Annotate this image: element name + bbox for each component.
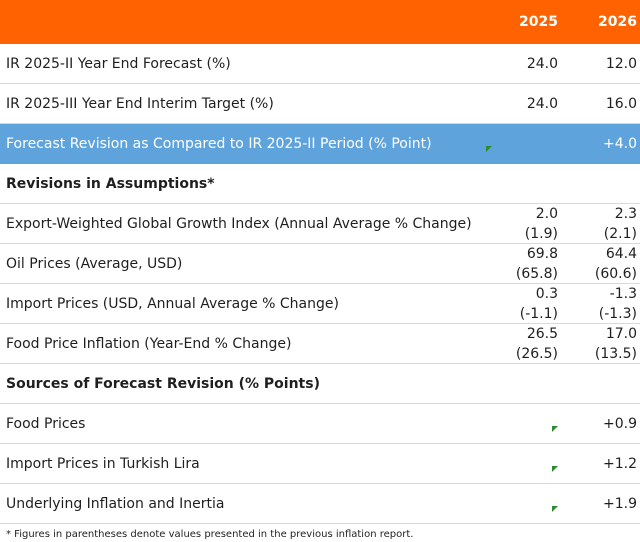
value-2025: 24.0	[526, 55, 558, 72]
table-row: Underlying Inflation and Inertia +1.9	[0, 484, 640, 524]
row-label: IR 2025-III Year End Interim Target (%)	[6, 95, 274, 112]
value-2025: 69.8 (65.8)	[484, 244, 564, 284]
previous-value: (-1.3)	[598, 305, 637, 322]
value-2025: 24.0	[526, 95, 558, 112]
previous-value: (65.8)	[515, 265, 558, 282]
current-value: 69.8	[526, 245, 558, 262]
value-2026: +1.2	[603, 455, 637, 472]
value-2026: +4.0	[603, 135, 637, 152]
current-value: 2.3	[614, 205, 637, 222]
table-header: 2025 2026	[0, 0, 640, 44]
previous-value: (-1.1)	[519, 305, 558, 322]
row-label: Oil Prices (Average, USD)	[6, 255, 183, 272]
section-title: Sources of Forecast Revision (% Points)	[6, 375, 320, 392]
value-2025: 2.0 (1.9)	[484, 204, 564, 244]
previous-value: (2.1)	[603, 225, 637, 242]
table-row: Import Prices in Turkish Lira +1.2	[0, 444, 640, 484]
value-2026: 17.0 (13.5)	[564, 324, 640, 364]
row-label: IR 2025-II Year End Forecast (%)	[6, 55, 231, 72]
row-label: Food Prices	[6, 415, 86, 432]
table-row: Export-Weighted Global Growth Index (Ann…	[0, 204, 640, 244]
value-2025: 0.3 (-1.1)	[484, 284, 564, 324]
header-year-2026: 2026	[598, 13, 637, 30]
row-label: Import Prices in Turkish Lira	[6, 455, 200, 472]
section-title: Revisions in Assumptions*	[6, 175, 215, 192]
table-row: IR 2025-III Year End Interim Target (%) …	[0, 84, 640, 124]
table-row: Import Prices (USD, Annual Average % Cha…	[0, 284, 640, 324]
value-2026: 2.3 (2.1)	[564, 204, 640, 244]
footnote: * Figures in parentheses denote values p…	[6, 529, 414, 540]
section-heading-sources: Sources of Forecast Revision (% Points)	[0, 364, 640, 404]
row-label: Export-Weighted Global Growth Index (Ann…	[6, 215, 472, 232]
table-row: Oil Prices (Average, USD) 69.8 (65.8) 64…	[0, 244, 640, 284]
flag-marker	[552, 425, 558, 432]
value-2026: 16.0	[605, 95, 637, 112]
table-row: IR 2025-II Year End Forecast (%) 24.0 12…	[0, 44, 640, 84]
current-value: -1.3	[609, 285, 637, 302]
previous-value: (13.5)	[594, 345, 637, 362]
current-value: 64.4	[605, 245, 637, 262]
previous-value: (60.6)	[594, 265, 637, 282]
flag-marker	[486, 145, 492, 152]
current-value: 2.0	[535, 205, 558, 222]
current-value: 0.3	[535, 285, 558, 302]
row-label: Import Prices (USD, Annual Average % Cha…	[6, 295, 339, 312]
value-2026: 12.0	[605, 55, 637, 72]
row-label: Forecast Revision as Compared to IR 2025…	[6, 135, 432, 152]
flag-marker	[552, 505, 558, 512]
row-label: Food Price Inflation (Year-End % Change)	[6, 335, 292, 352]
value-2026: +1.9	[603, 495, 637, 512]
current-value: 26.5	[526, 325, 558, 342]
value-2026: +0.9	[603, 415, 637, 432]
table-row: Food Price Inflation (Year-End % Change)…	[0, 324, 640, 364]
row-label: Underlying Inflation and Inertia	[6, 495, 225, 512]
flag-marker	[552, 465, 558, 472]
value-2026: 64.4 (60.6)	[564, 244, 640, 284]
table-row: Food Prices +0.9	[0, 404, 640, 444]
previous-value: (1.9)	[524, 225, 558, 242]
value-2025: 26.5 (26.5)	[484, 324, 564, 364]
header-year-2025: 2025	[519, 13, 558, 30]
revision-row: Forecast Revision as Compared to IR 2025…	[0, 124, 640, 164]
section-heading-assumptions: Revisions in Assumptions*	[0, 164, 640, 204]
value-2026: -1.3 (-1.3)	[564, 284, 640, 324]
current-value: 17.0	[605, 325, 637, 342]
previous-value: (26.5)	[515, 345, 558, 362]
